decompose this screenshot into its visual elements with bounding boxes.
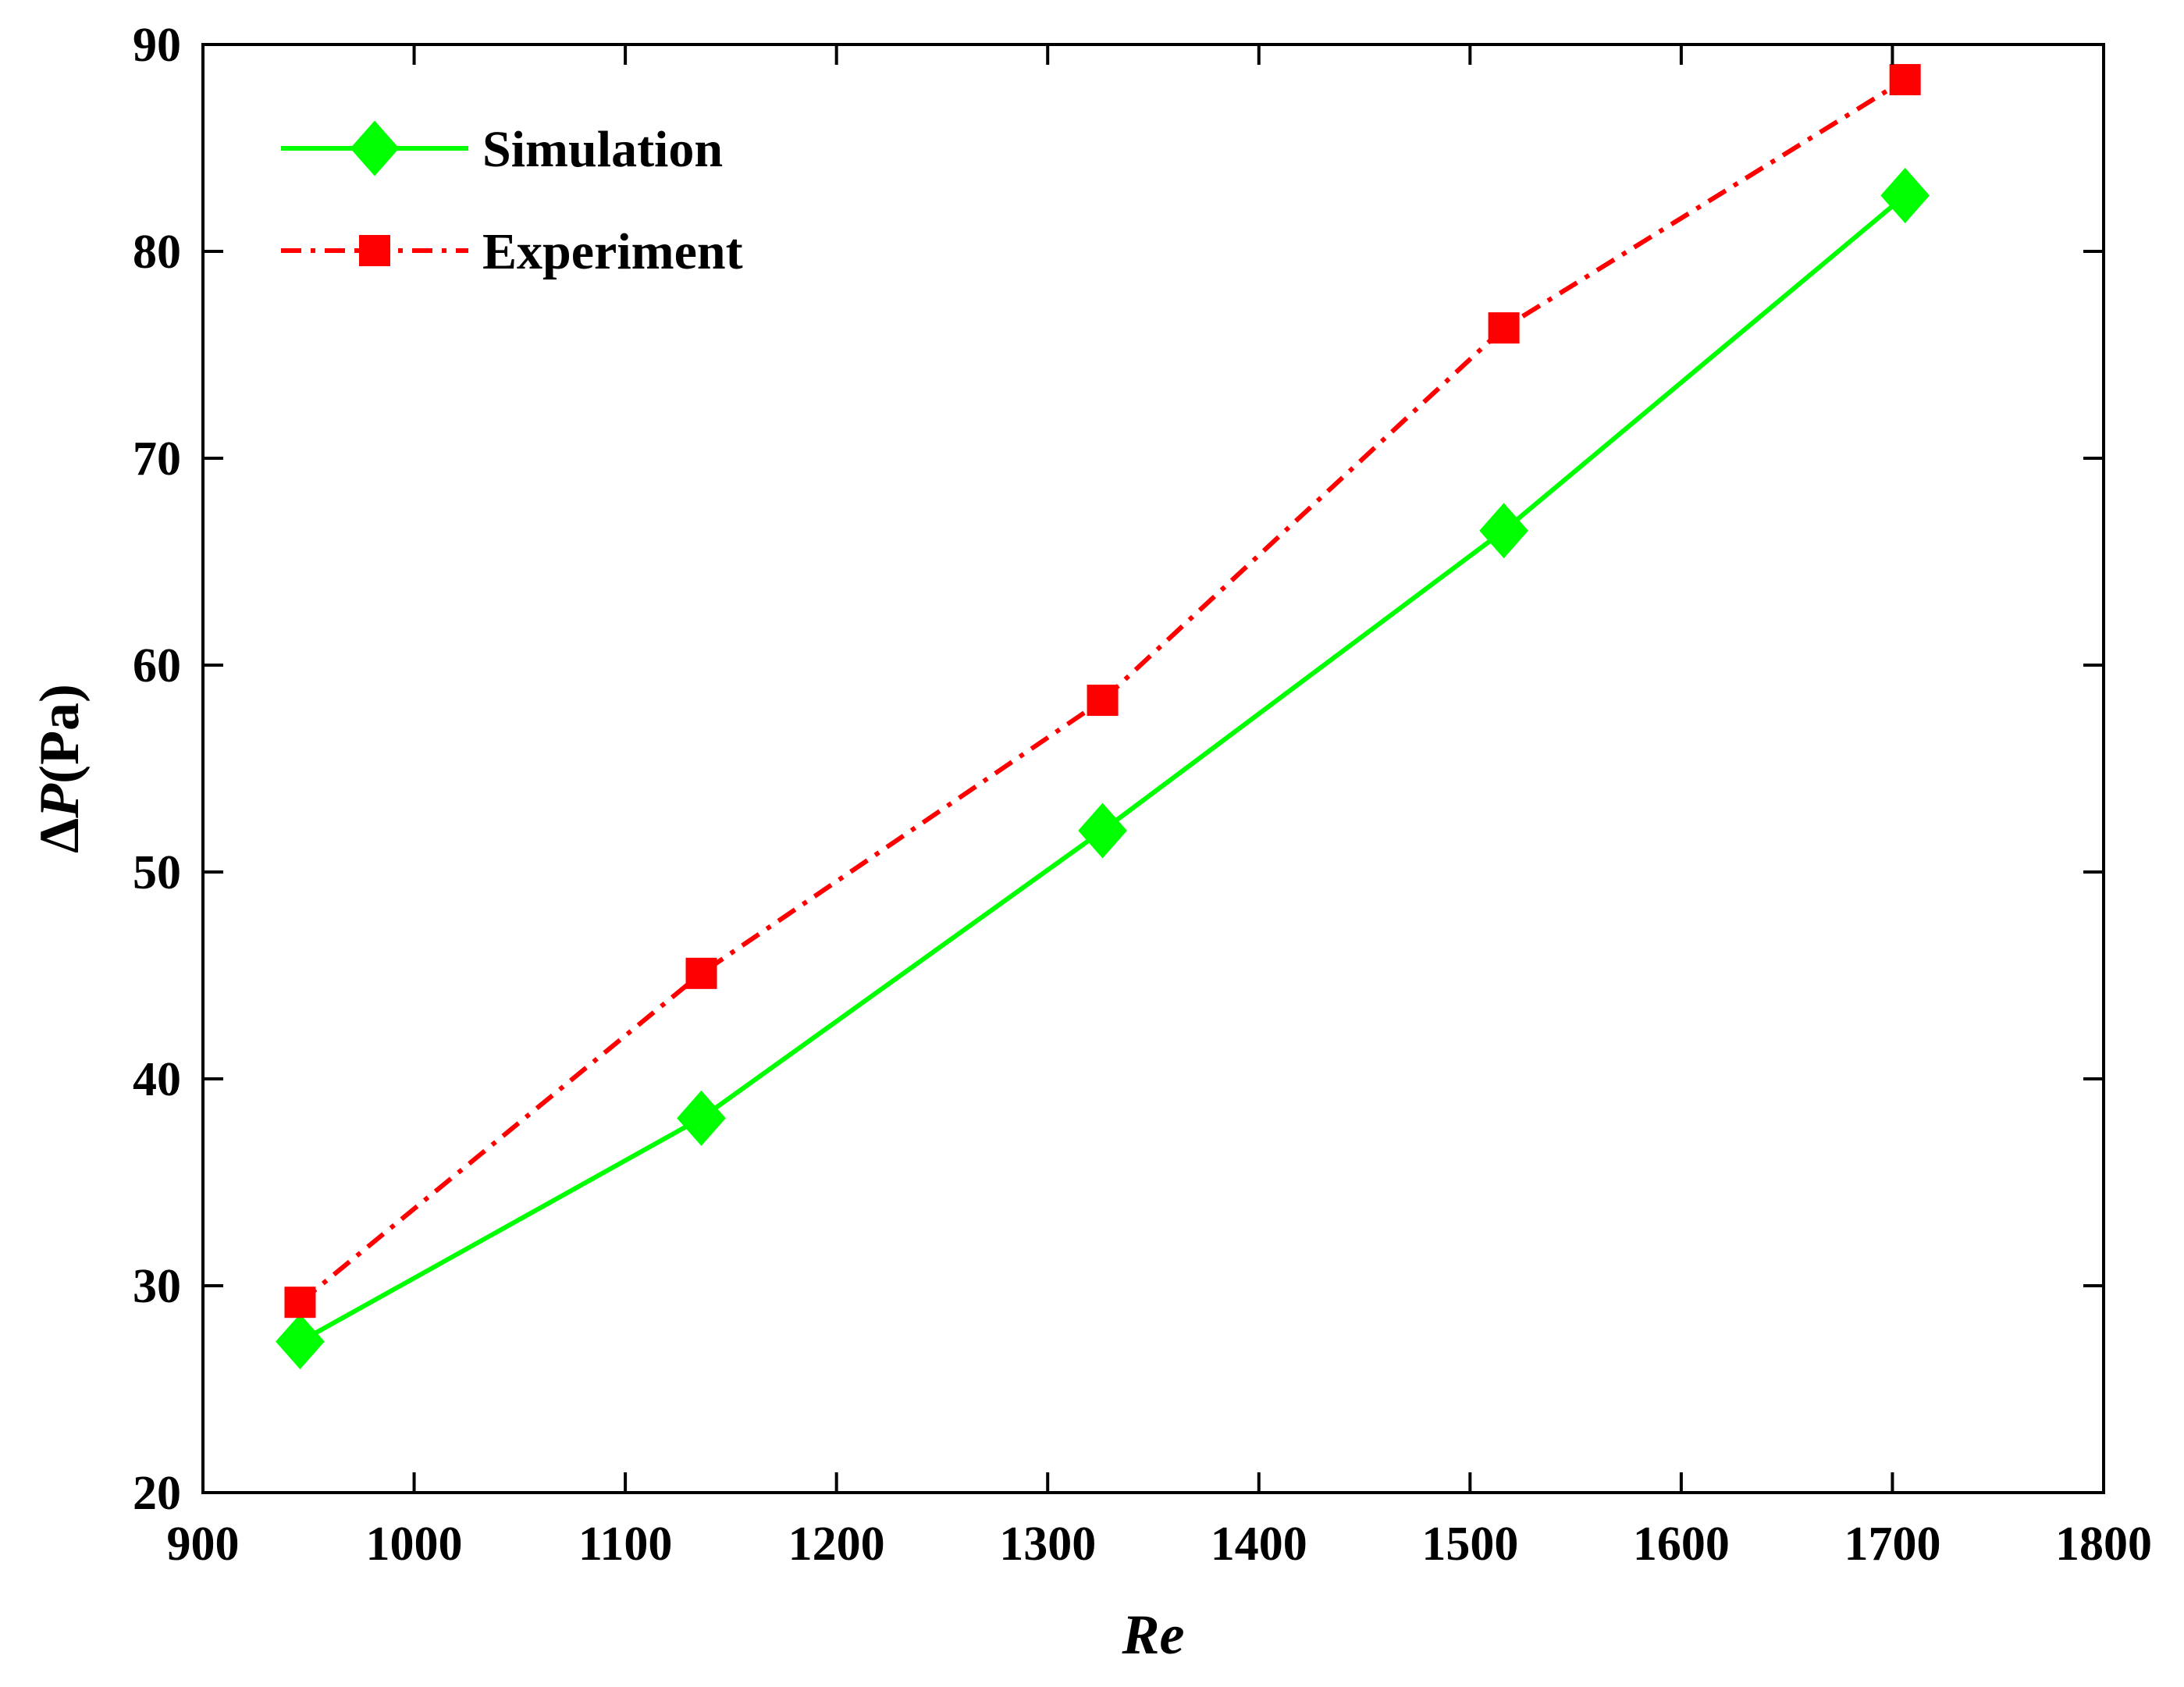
legend-label-experiment: Experiment: [482, 223, 743, 280]
x-tick-label: 1700: [1844, 1518, 1940, 1571]
data-point-simulation: [1880, 167, 1930, 223]
y-tick-label: 90: [133, 19, 181, 72]
data-point-simulation: [276, 1314, 325, 1370]
y-axis-title-variable: P: [28, 783, 91, 819]
data-point-experiment: [1889, 64, 1921, 96]
axis-ticks: 900 1000 1100 1200 1300 1400 1500 1600 1700 1800 2…: [133, 19, 2152, 1571]
series-simulation: [276, 167, 1930, 1370]
series-line-experiment: [298, 77, 1907, 1304]
x-tick-label: 1400: [1211, 1518, 1307, 1571]
data-point-simulation: [1078, 803, 1127, 859]
legend-label-simulation: Simulation: [482, 121, 723, 178]
y-tick-label: 50: [133, 846, 181, 899]
y-axis-title-prefix: Δ: [28, 818, 91, 853]
legend-entry-simulation: Simulation: [281, 120, 723, 178]
y-tick-label: 30: [133, 1260, 181, 1313]
series-experiment: [284, 64, 1921, 1319]
x-tick-label: 1000: [366, 1518, 463, 1571]
x-axis-title: Re: [1122, 1603, 1185, 1666]
legend-marker-experiment: [359, 235, 390, 266]
x-tick-label: 1200: [788, 1518, 885, 1571]
x-tick-label: 900: [167, 1518, 240, 1571]
y-tick-label: 40: [133, 1053, 181, 1106]
plot-marks: [276, 64, 1930, 1370]
series-line-simulation: [298, 194, 1907, 1344]
data-point-experiment: [1488, 312, 1520, 344]
x-tick-label: 1100: [578, 1518, 673, 1571]
y-tick-label: 70: [133, 432, 181, 486]
y-tick-label: 80: [133, 226, 181, 279]
y-axis-title-unit: (Pa): [28, 684, 91, 784]
x-tick-label: 1600: [1633, 1518, 1730, 1571]
plot-frame: [201, 43, 2105, 1494]
y-tick-label: 60: [133, 639, 181, 692]
data-point-experiment: [284, 1287, 316, 1319]
y-tick-label: 20: [133, 1467, 181, 1520]
x-tick-label: 1300: [999, 1518, 1096, 1571]
x-tick-label: 1800: [2055, 1518, 2152, 1571]
data-point-experiment: [1087, 685, 1119, 717]
x-tick-label: 1500: [1421, 1518, 1518, 1571]
legend-marker-simulation: [350, 120, 400, 176]
data-point-simulation: [677, 1090, 726, 1146]
data-point-experiment: [685, 957, 717, 989]
y-axis-title: ΔP(Pa): [28, 684, 91, 853]
legend: Simulation Experiment: [281, 120, 743, 280]
data-point-simulation: [1479, 503, 1528, 559]
legend-entry-experiment: Experiment: [281, 223, 743, 280]
